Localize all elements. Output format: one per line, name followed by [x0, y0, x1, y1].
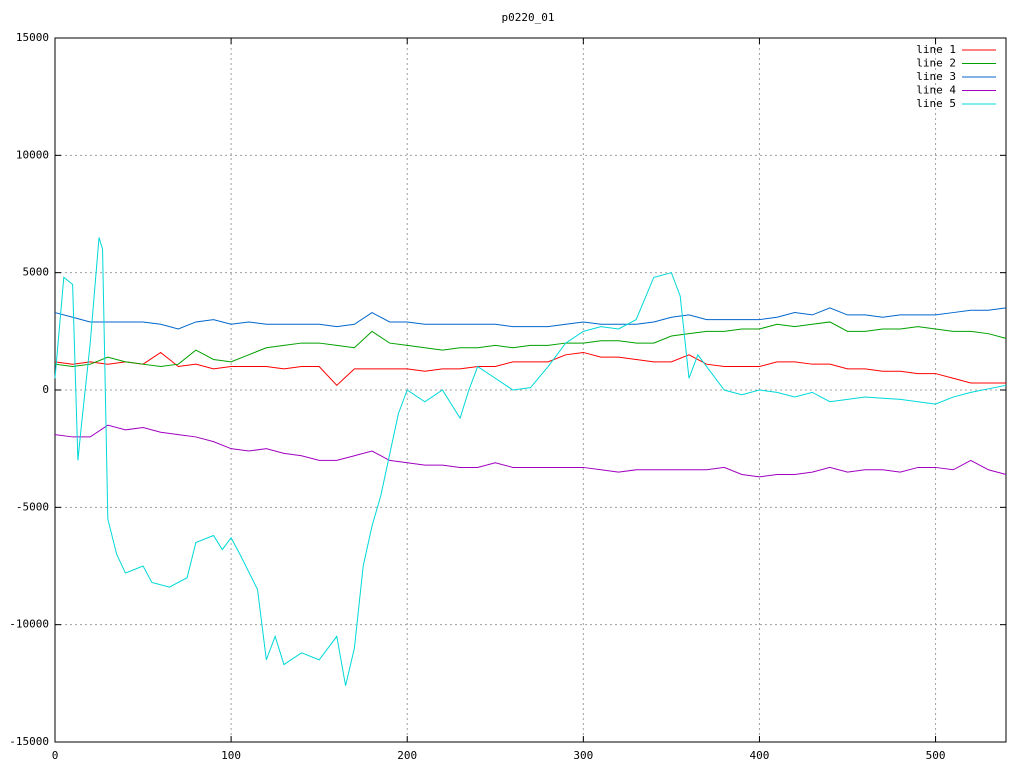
chart-title: p0220_01	[502, 11, 555, 24]
y-tick-label: 5000	[23, 266, 50, 279]
y-tick-label: -15000	[9, 735, 49, 748]
y-tick-label: 10000	[16, 148, 49, 161]
y-tick-label: -10000	[9, 618, 49, 631]
x-tick-label: 500	[926, 749, 946, 762]
y-tick-label: 0	[42, 383, 49, 396]
x-tick-label: 100	[221, 749, 241, 762]
legend-label: line 3	[916, 70, 956, 83]
legend-label: line 1	[916, 43, 956, 56]
x-tick-label: 300	[573, 749, 593, 762]
legend-label: line 5	[916, 97, 956, 110]
legend-label: line 4	[916, 84, 956, 97]
data-line	[54, 307, 1007, 330]
data-line	[54, 321, 1007, 368]
data-line	[54, 424, 1007, 478]
legend-label: line 2	[916, 57, 956, 70]
x-tick-label: 200	[397, 749, 417, 762]
plot-frame	[54, 37, 1007, 743]
x-tick-label: 400	[750, 749, 770, 762]
x-tick-label: 0	[52, 749, 59, 762]
y-tick-label: -5000	[16, 500, 49, 513]
data-line	[54, 351, 1006, 387]
y-tick-label: 15000	[16, 31, 49, 44]
data-line	[54, 237, 1007, 686]
